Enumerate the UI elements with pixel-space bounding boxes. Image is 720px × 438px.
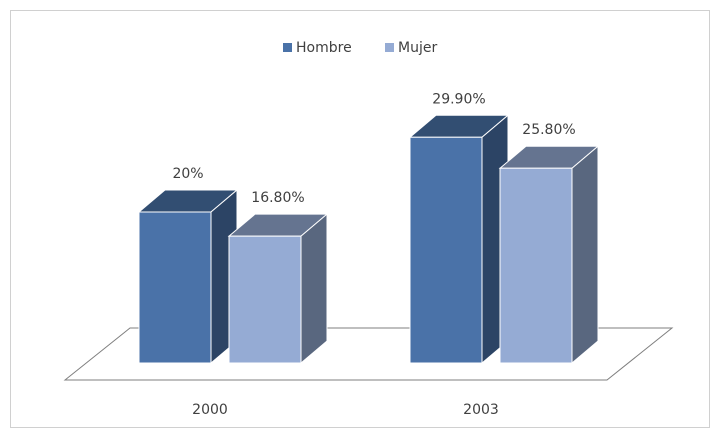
legend-swatch <box>283 43 292 52</box>
data-label: 20% <box>172 166 203 182</box>
legend-label: Mujer <box>398 40 437 56</box>
data-label: 25.80% <box>522 122 575 138</box>
data-label: 29.90% <box>432 91 485 107</box>
bar <box>409 136 483 364</box>
legend-label: Hombre <box>296 40 352 56</box>
bar-side <box>571 145 599 365</box>
bar <box>228 235 302 364</box>
x-tick-label: 2003 <box>463 402 499 418</box>
data-label: 16.80% <box>251 190 304 206</box>
bar <box>138 211 212 364</box>
bar-side <box>300 213 328 365</box>
x-tick-label: 2000 <box>192 402 228 418</box>
bar <box>499 167 573 364</box>
legend-swatch <box>385 43 394 52</box>
